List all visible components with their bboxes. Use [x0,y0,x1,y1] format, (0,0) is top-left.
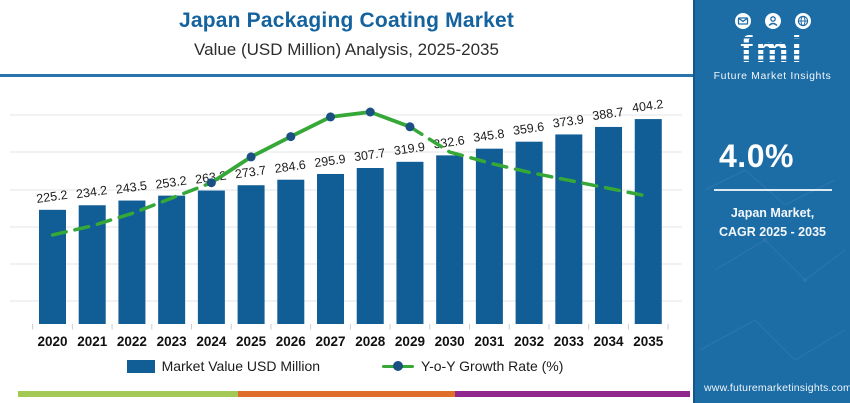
x-axis-label-2032: 2032 [514,334,544,349]
bar-2035 [634,119,662,324]
growth-line-dashed-right [408,125,651,199]
bar-series-swatch-icon [126,359,155,373]
bar-2022 [118,200,146,324]
x-axis-label-2024: 2024 [196,334,227,349]
bar-2031 [475,148,503,324]
mail-icon [734,13,751,29]
line-series-swatch-icon [382,361,415,371]
growth-line-dashed-left [50,180,214,237]
bar-2023 [158,195,186,324]
chart-header: Japan Packaging Coating Market Value (US… [0,0,693,60]
page-subtitle: Value (USD Million) Analysis, 2025-2035 [194,40,499,59]
x-axis-label-2029: 2029 [395,334,425,349]
panel-divider [713,189,832,191]
x-axis-label-2033: 2033 [554,334,585,349]
cagr-caption-line1: Japan Market, [730,206,815,220]
page-title: Japan Packaging Coating Market [178,9,515,32]
footer-bar-segment-3 [455,391,690,397]
legend-label-market-value: Market Value USD Million [161,358,321,374]
cagr-caption-line2: CAGR 2025 - 2035 [718,224,826,239]
growth-line-solid [210,110,411,185]
chart-legend: Market Value USD Million Y-o-Y Growth Ra… [0,358,690,374]
x-axis-label-2035: 2035 [633,334,664,349]
bar-2034 [595,126,623,324]
globe-icon [794,13,811,29]
header-divider [0,74,693,77]
bar-value-label-2027: 295.9 [313,152,346,170]
bar-2033 [555,134,583,324]
legend-item-growth-rate: Y-o-Y Growth Rate (%) [382,358,563,374]
x-axis-label-2022: 2022 [117,334,147,349]
footer-bar-segment-1 [18,391,238,397]
logo-text: fmi [740,29,805,70]
growth-line-marker-2028 [365,107,375,117]
bar-value-label-2033: 373.9 [552,112,585,130]
x-axis-label-2025: 2025 [236,334,267,349]
bar-2025 [237,185,265,324]
bar-2029 [396,161,424,324]
bar-value-label-2020: 225.2 [35,188,68,206]
growth-line-marker-2027 [326,112,336,122]
bar-value-label-2032: 359.6 [512,120,545,138]
bar-2027 [317,173,345,324]
chart-section: Japan Packaging Coating Market Value (US… [0,0,693,397]
x-axis-label-2031: 2031 [474,334,505,349]
x-axis-label-2028: 2028 [355,334,386,349]
fmi-logo: fmi Future Market Insights [695,11,850,82]
website-url: www.futuremarketinsights.com [704,382,850,394]
x-axis-label-2027: 2027 [315,334,345,349]
growth-line-marker-2024 [206,178,216,188]
bar-2030 [436,155,464,324]
bar-value-label-2035: 404.2 [631,97,664,115]
bar-value-label-2029: 319.9 [393,140,426,158]
bar-2026 [277,179,305,324]
legend-dot-icon [393,361,404,371]
growth-line-marker-2025 [246,152,256,162]
bar-value-label-2025: 273.7 [234,163,267,181]
legend-label-growth-rate: Y-o-Y Growth Rate (%) [421,358,564,374]
people-icon [764,13,781,29]
x-axis-label-2030: 2030 [435,334,465,349]
x-axis-label-2020: 2020 [37,334,67,349]
bar-2021 [78,205,106,324]
growth-line-marker-2029 [405,122,415,132]
cagr-caption: Japan Market, CAGR 2025 - 2035 [695,204,850,242]
x-axis-label-2023: 2023 [157,334,188,349]
bar-value-label-2021: 234.2 [75,183,108,201]
footer-bar-segment-2 [238,391,455,397]
bar-line-chart: 225.2 2020 234.2 2021 243.5 2022 253.2 2023 263.… [10,97,682,349]
bar-value-label-2024: 263.2 [194,168,227,186]
map-watermark [699,169,846,361]
x-axis-label-2021: 2021 [77,334,108,349]
bar-value-label-2022: 243.5 [115,178,148,196]
legend-item-market-value: Market Value USD Million [126,358,321,374]
footer-accent-bar [18,391,690,397]
bar-value-label-2023: 253.2 [155,174,188,192]
logo-wordmark: fmi [740,31,805,68]
logo-tagline: Future Market Insights [713,70,832,82]
bar-value-label-2031: 345.8 [472,127,505,145]
bar-2020 [39,209,66,324]
brand-panel: fmi Future Market Insights 4.0% Japan Ma… [693,0,850,403]
growth-line-marker-2026 [286,132,296,142]
bar-value-label-2026: 284.6 [274,158,307,176]
x-axis-label-2034: 2034 [594,334,625,349]
x-axis-label-2026: 2026 [276,334,307,349]
bar-2028 [356,167,384,324]
bar-value-label-2028: 307.7 [353,146,386,164]
bar-value-label-2034: 388.7 [592,105,625,123]
logo-icons [734,13,811,29]
bar-2024 [197,190,225,324]
cagr-value: 4.0% [719,138,794,174]
